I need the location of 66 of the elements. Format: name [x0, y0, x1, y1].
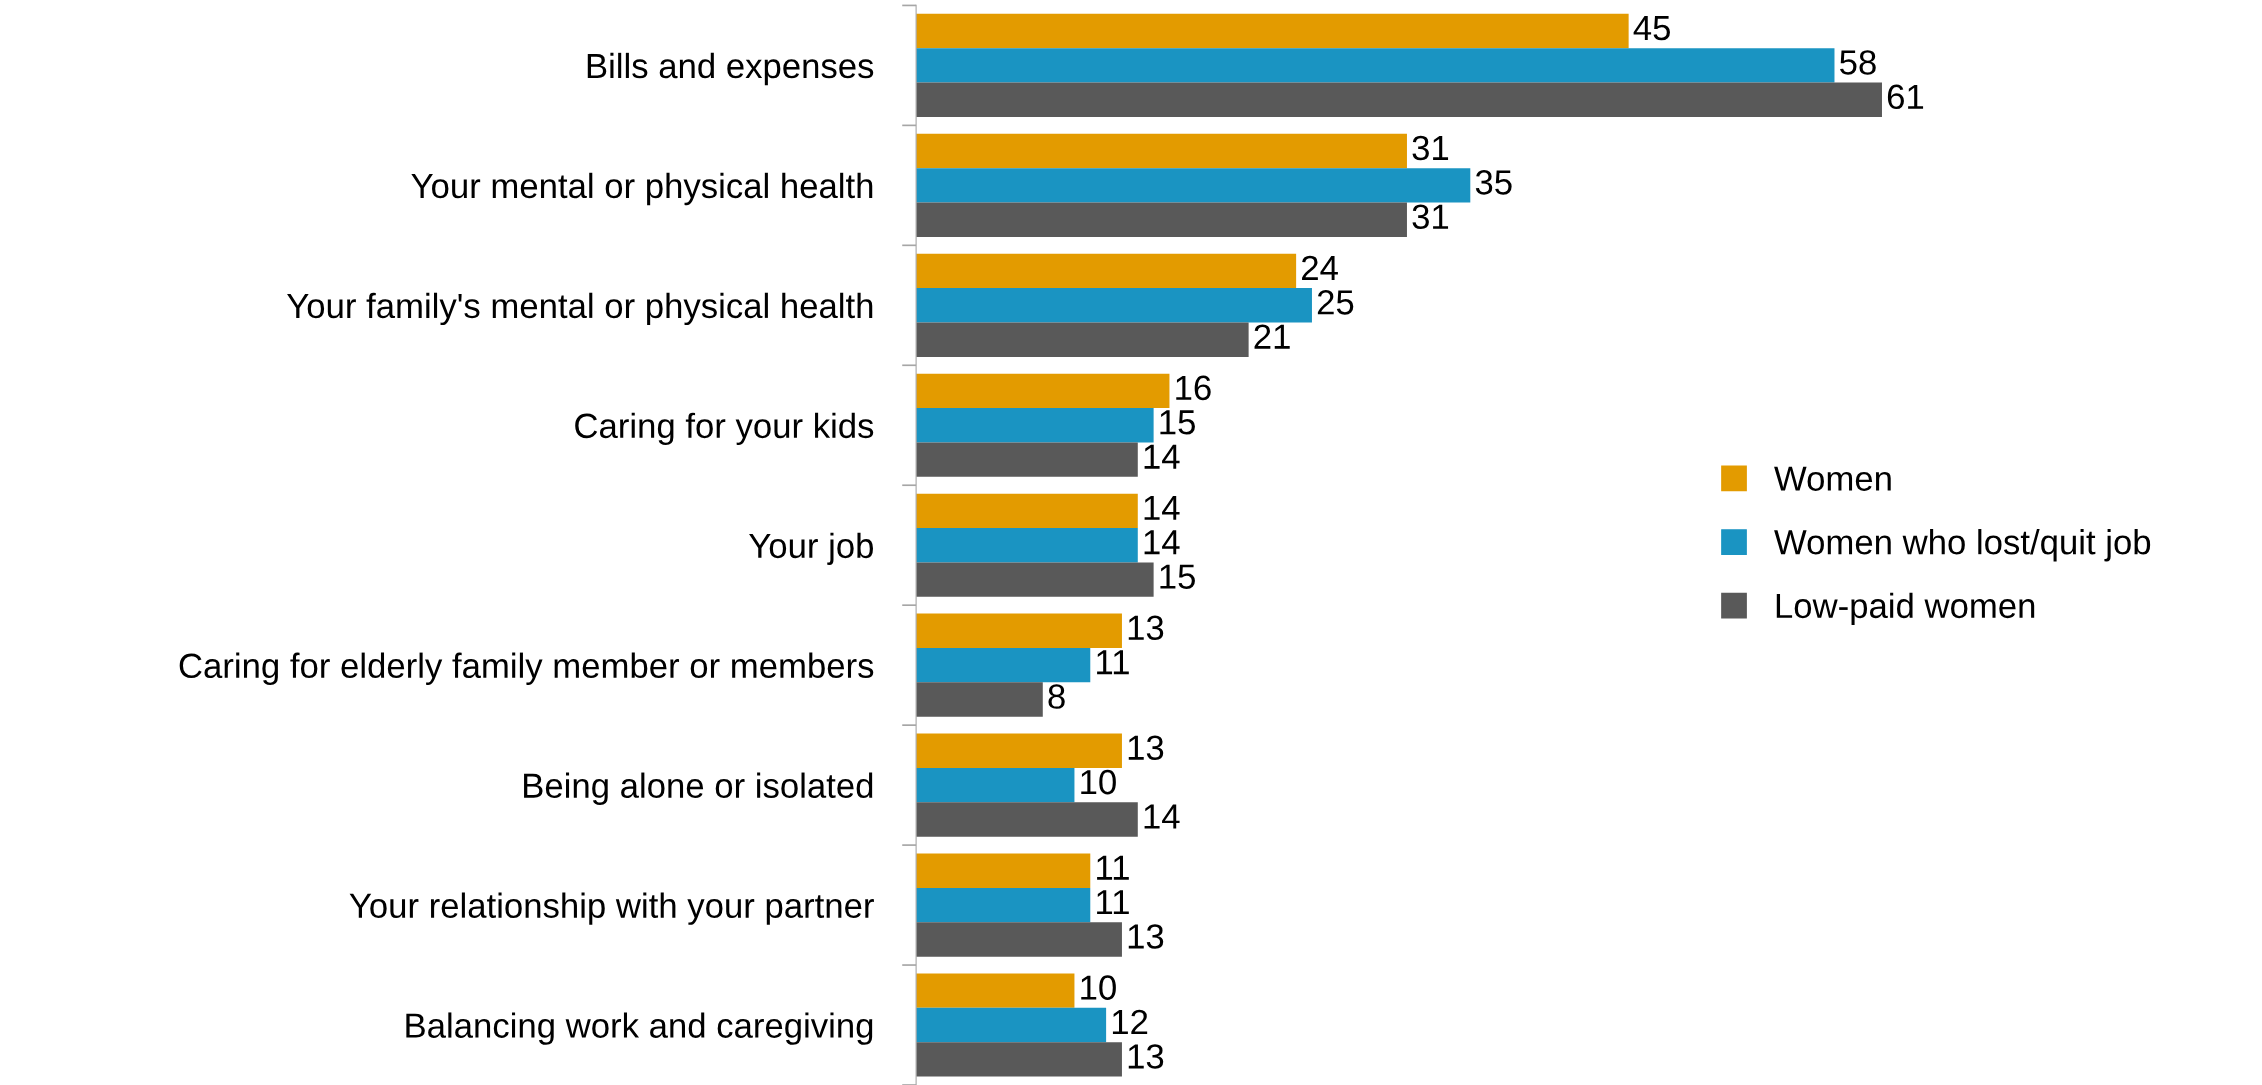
legend-label: Low-paid women [1776, 592, 2035, 626]
y-tick-label: Being alone or isolated [524, 772, 873, 805]
y-tick-label: Your family's mental or physical health [287, 292, 873, 326]
data-label: 13 [1128, 735, 1164, 761]
y-tick-label: Balancing work and caregiving [406, 1012, 873, 1045]
data-label: 11 [1097, 890, 1129, 915]
data-label: 13 [1128, 1044, 1164, 1069]
data-label: 31 [1412, 204, 1449, 230]
bar [916, 133, 1407, 169]
data-label: 58 [1840, 50, 1876, 75]
data-label: 61 [1887, 84, 1924, 110]
data-label: 10 [1081, 975, 1116, 1000]
bar [916, 887, 1091, 923]
bar [916, 13, 1629, 49]
bar [916, 613, 1122, 648]
bar [916, 408, 1154, 443]
data-label: 13 [1128, 615, 1164, 641]
data-label: 31 [1412, 135, 1449, 161]
y-tick-label: Bills and expenses [587, 52, 874, 86]
bar [916, 1007, 1107, 1043]
bar [916, 322, 1249, 357]
bar [916, 802, 1138, 837]
bar [916, 373, 1170, 409]
data-label: 35 [1475, 170, 1512, 195]
bar [916, 253, 1297, 289]
y-tick-label: Your relationship with your partner [349, 892, 874, 925]
bar [916, 528, 1138, 563]
data-label: 14 [1144, 444, 1180, 469]
bar [916, 288, 1312, 323]
data-label: 11 [1097, 855, 1129, 880]
data-label: 45 [1633, 16, 1670, 41]
data-label: 16 [1176, 375, 1211, 401]
bar [916, 442, 1138, 477]
data-label: 15 [1160, 410, 1195, 435]
y-tick-label: Caring for elderly family member or members [179, 652, 874, 685]
data-label: 11 [1097, 650, 1129, 675]
data-label: 12 [1112, 1009, 1148, 1034]
bar [916, 647, 1091, 683]
data-label: 25 [1317, 290, 1354, 315]
y-tick-label: Your mental or physical health [411, 172, 873, 206]
bar [916, 922, 1122, 957]
bar [916, 767, 1075, 803]
bar [916, 48, 1835, 83]
legend-label: Women [1774, 466, 1891, 491]
data-label: 21 [1254, 324, 1290, 349]
bar [916, 733, 1122, 768]
data-label: 15 [1160, 564, 1195, 589]
data-label: 8 [1048, 684, 1065, 709]
bar [916, 82, 1882, 117]
bar [916, 1042, 1122, 1077]
data-label: 13 [1128, 924, 1164, 949]
bar [916, 682, 1043, 717]
legend-label: Women who lost/quit job [1774, 529, 2151, 562]
data-label: 14 [1144, 530, 1180, 555]
y-tick-label: Caring for your kids [575, 412, 874, 446]
bar [916, 493, 1138, 529]
bar [916, 168, 1471, 203]
bar [916, 202, 1407, 237]
bar [916, 562, 1154, 597]
data-label: 14 [1144, 804, 1180, 829]
y-tick-label: Your job [749, 532, 873, 565]
bar [916, 853, 1091, 888]
data-label: 14 [1144, 495, 1180, 520]
data-label: 24 [1302, 255, 1338, 280]
bar [916, 973, 1075, 1008]
data-label: 10 [1081, 769, 1116, 795]
